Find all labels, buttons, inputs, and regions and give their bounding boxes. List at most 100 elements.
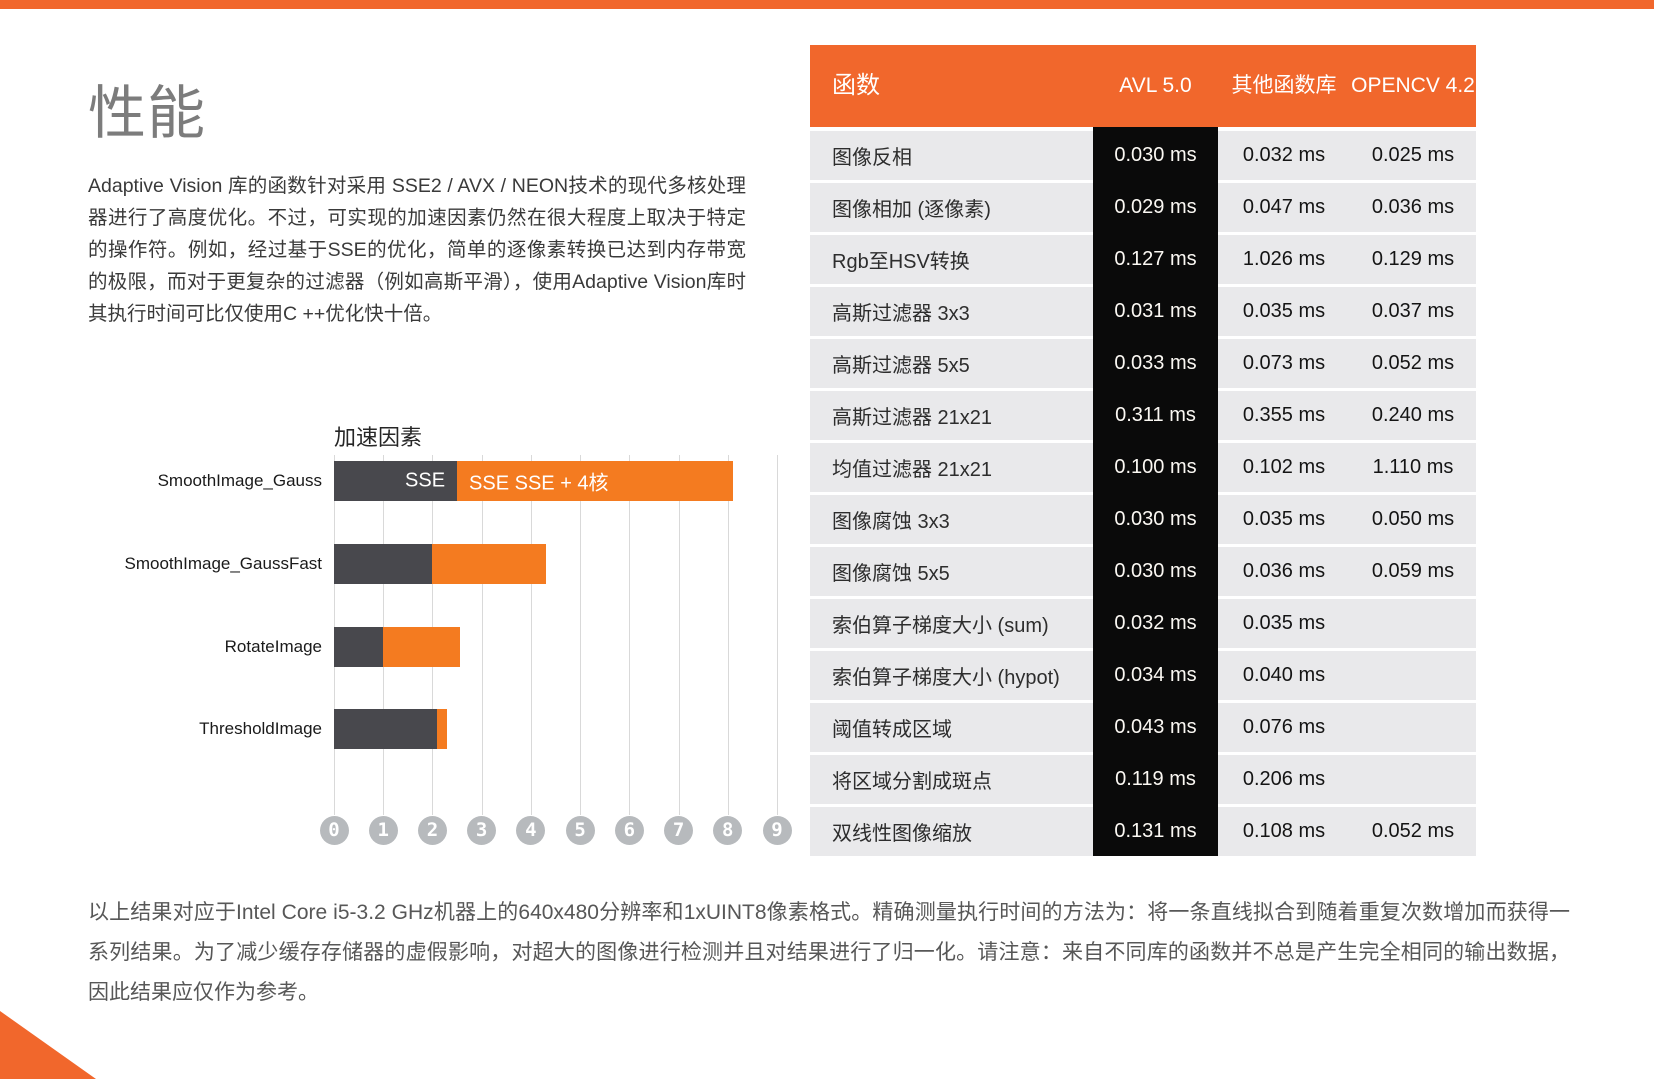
function-cell: 将区域分割成斑点 [810, 755, 1093, 804]
bar-segment-sse-4core [383, 627, 460, 667]
other-lib-value-cell: 0.047 ms [1218, 183, 1350, 232]
other-lib-value-cell: 1.026 ms [1218, 235, 1350, 284]
chart-title: 加速因素 [334, 425, 423, 450]
function-cell: 图像腐蚀 5x5 [810, 547, 1093, 596]
other-lib-value-cell: 0.073 ms [1218, 339, 1350, 388]
other-lib-value-cell: 0.206 ms [1218, 755, 1350, 804]
bar-row-SmoothImage_Gauss: SSE SSE SSE + 4核 [334, 461, 777, 501]
table-row: 图像腐蚀 5x5 0.030 ms 0.036 ms 0.059 ms [810, 547, 1476, 596]
avl-value-cell: 0.033 ms [1114, 352, 1197, 374]
table-row: 图像反相 0.030 ms 0.032 ms 0.025 ms [810, 131, 1476, 180]
x-axis-tick-4: 4 [516, 816, 546, 845]
opencv-value-cell: 0.037 ms [1350, 287, 1476, 336]
x-axis-tick-3: 3 [467, 816, 497, 845]
bar-segment-sse [334, 709, 438, 749]
table-body: 图像反相 0.030 ms 0.032 ms 0.025 ms 图像相加 (逐像素) 0.… [810, 127, 1476, 856]
x-axis-tick-2: 2 [417, 816, 447, 845]
opencv-value-cell [1350, 599, 1476, 648]
table-header-row: 函数 AVL 5.0 其他函数库 OPENCV 4.2 [810, 45, 1476, 127]
opencv-value-cell: 0.052 ms [1350, 339, 1476, 388]
opencv-value-cell: 1.110 ms [1350, 443, 1476, 492]
avl-value-cell: 0.032 ms [1114, 612, 1197, 634]
other-lib-value-cell: 0.108 ms [1218, 807, 1350, 856]
opencv-value-cell: 0.059 ms [1350, 547, 1476, 596]
bar-segment-sse [334, 544, 433, 584]
avl-value-cell: 0.031 ms [1114, 300, 1197, 322]
other-lib-value-cell: 0.040 ms [1218, 651, 1350, 700]
table-row: Rgb至HSV转换 0.127 ms 1.026 ms 0.129 ms [810, 235, 1476, 284]
category-label-SmoothImage_GaussFast: SmoothImage_GaussFast [124, 554, 322, 573]
top-accent-bar [0, 0, 1654, 9]
function-cell: 索伯算子梯度大小 (hypot) [810, 651, 1093, 700]
bar-row-SmoothImage_GaussFast [334, 544, 777, 584]
chart-gridline [678, 455, 680, 815]
opencv-value-cell: 0.240 ms [1350, 391, 1476, 440]
function-cell: 高斯过滤器 21x21 [810, 391, 1093, 440]
x-axis-tick-6: 6 [614, 816, 644, 845]
table-row: 高斯过滤器 21x21 0.311 ms 0.355 ms 0.240 ms [810, 391, 1476, 440]
opencv-value-cell: 0.129 ms [1350, 235, 1476, 284]
bar-segment-sse [334, 627, 384, 667]
opencv-value-cell: 0.025 ms [1350, 131, 1476, 180]
avl-value-cell: 0.029 ms [1114, 196, 1197, 218]
opencv-value-cell [1350, 703, 1476, 752]
function-cell: 图像反相 [810, 131, 1093, 180]
avl-value-cell: 0.311 ms [1115, 404, 1196, 426]
column-header-other: 其他函数库 [1231, 74, 1337, 97]
page-title: 性能 [88, 81, 207, 146]
x-axis-tick-5: 5 [565, 816, 595, 845]
x-axis-tick-7: 7 [664, 816, 694, 845]
other-lib-value-cell: 0.102 ms [1218, 443, 1350, 492]
bar-segment-sse-4core [432, 544, 546, 584]
function-cell: 高斯过滤器 5x5 [810, 339, 1093, 388]
function-cell: 图像相加 (逐像素) [810, 183, 1093, 232]
avl-column-highlight [1093, 127, 1218, 856]
avl-value-cell: 0.030 ms [1114, 560, 1197, 582]
opencv-value-cell [1350, 651, 1476, 700]
footnote: 以上结果对应于Intel Core i5-3.2 GHz机器上的640x480分… [88, 901, 1570, 1004]
x-axis-tick-0: 0 [319, 816, 349, 845]
opencv-value-cell: 0.036 ms [1350, 183, 1476, 232]
chart-gridline [530, 455, 532, 815]
chart-plot-area: 0 1 2 3 4 5 6 7 8 9 SSE SSE SSE + 4核 [319, 455, 792, 885]
table-row: 索伯算子梯度大小 (sum) 0.032 ms 0.035 ms [810, 599, 1476, 648]
x-axis-tick-1: 1 [368, 816, 398, 845]
bar-segment-label-sse: SSE [405, 469, 446, 492]
avl-value-cell: 0.100 ms [1114, 456, 1197, 478]
function-cell: 双线性图像缩放 [810, 807, 1093, 856]
category-label-SmoothImage_Gauss: SmoothImage_Gauss [157, 471, 322, 490]
x-axis-tick-9: 9 [762, 816, 792, 845]
performance-table: 函数 AVL 5.0 其他函数库 OPENCV 4.2 图像反相 0.030 ms… [810, 45, 1476, 856]
other-lib-value-cell: 0.032 ms [1218, 131, 1350, 180]
avl-value-cell: 0.127 ms [1114, 248, 1197, 270]
bar-segment-sse: SSE [334, 461, 458, 501]
column-header-function: 函数 [832, 72, 880, 99]
function-cell: 阈值转成区域 [810, 703, 1093, 752]
table-row: 将区域分割成斑点 0.119 ms 0.206 ms [810, 755, 1476, 804]
category-label-RotateImage: RotateImage [224, 637, 322, 656]
avl-value-cell: 0.030 ms [1114, 144, 1197, 166]
avl-value-cell: 0.030 ms [1114, 508, 1197, 530]
other-lib-value-cell: 0.076 ms [1218, 703, 1350, 752]
chart-gridline [580, 455, 582, 815]
table-row: 均值过滤器 21x21 0.100 ms 0.102 ms 1.110 ms [810, 443, 1476, 492]
table-row: 索伯算子梯度大小 (hypot) 0.034 ms 0.040 ms [810, 651, 1476, 700]
other-lib-value-cell: 0.035 ms [1218, 495, 1350, 544]
bar-row-ThresholdImage [334, 709, 777, 749]
function-cell: 高斯过滤器 3x3 [810, 287, 1093, 336]
table-row: 双线性图像缩放 0.131 ms 0.108 ms 0.052 ms [810, 807, 1476, 856]
table-row: 图像相加 (逐像素) 0.029 ms 0.047 ms 0.036 ms [810, 183, 1476, 232]
table-row: 高斯过滤器 3x3 0.031 ms 0.035 ms 0.037 ms [810, 287, 1476, 336]
opencv-value-cell [1350, 755, 1476, 804]
x-axis-tick-8: 8 [713, 816, 743, 845]
opencv-value-cell: 0.050 ms [1350, 495, 1476, 544]
other-lib-value-cell: 0.035 ms [1218, 599, 1350, 648]
table-row: 阈值转成区域 0.043 ms 0.076 ms [810, 703, 1476, 752]
bar-segment-sse-4core [437, 709, 448, 749]
function-cell: 均值过滤器 21x21 [810, 443, 1093, 492]
chart-gridline [629, 455, 631, 815]
avl-value-cell: 0.034 ms [1114, 664, 1197, 686]
function-cell: 索伯算子梯度大小 (sum) [810, 599, 1093, 648]
function-cell: Rgb至HSV转换 [810, 235, 1093, 284]
chart-gridline [727, 455, 729, 815]
